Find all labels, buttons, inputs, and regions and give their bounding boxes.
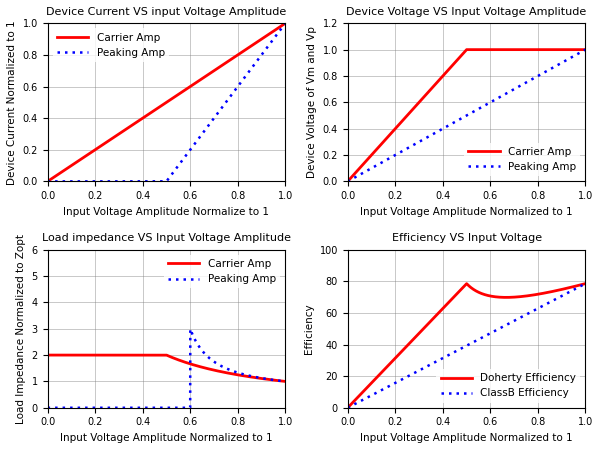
Peaking Amp: [575, 51, 582, 56]
Peaking Amp: [582, 47, 589, 52]
Doherty Efficiency: [575, 283, 582, 288]
Carrier Amp: [356, 165, 364, 171]
Carrier Amp: [160, 102, 167, 107]
Carrier Amp: [275, 378, 282, 383]
Doherty Efficiency: [582, 281, 589, 286]
ClassB Efficiency: [460, 345, 467, 350]
Carrier Amp: [344, 179, 352, 184]
Carrier Amp: [44, 179, 51, 184]
Carrier Amp: [575, 47, 582, 52]
Peaking Amp: [231, 88, 238, 93]
Line: Doherty Efficiency: Doherty Efficiency: [348, 284, 586, 408]
Peaking Amp: [575, 51, 582, 56]
Peaking Amp: [153, 179, 160, 184]
Line: Carrier Amp: Carrier Amp: [348, 50, 586, 181]
ClassB Efficiency: [575, 284, 582, 290]
Title: Device Current VS input Voltage Amplitude: Device Current VS input Voltage Amplitud…: [46, 7, 287, 17]
Peaking Amp: [231, 369, 238, 374]
Legend: Carrier Amp, Peaking Amp: Carrier Amp, Peaking Amp: [164, 255, 280, 288]
Peaking Amp: [531, 75, 538, 81]
Doherty Efficiency: [575, 283, 582, 288]
ClassB Efficiency: [575, 284, 582, 290]
Title: Device Voltage VS Input Voltage Amplitude: Device Voltage VS Input Voltage Amplitud…: [346, 7, 587, 17]
Line: Peaking Amp: Peaking Amp: [47, 23, 286, 181]
Carrier Amp: [44, 352, 51, 358]
Peaking Amp: [56, 405, 64, 410]
Carrier Amp: [231, 372, 238, 377]
Doherty Efficiency: [531, 292, 538, 297]
Y-axis label: Device Voltage of Vm and Vp: Device Voltage of Vm and Vp: [307, 27, 317, 178]
Peaking Amp: [56, 179, 64, 184]
Peaking Amp: [275, 30, 282, 35]
Peaking Amp: [454, 118, 461, 123]
ClassB Efficiency: [356, 399, 364, 404]
Line: ClassB Efficiency: ClassB Efficiency: [348, 284, 586, 408]
Peaking Amp: [187, 326, 194, 332]
Carrier Amp: [231, 54, 238, 59]
Carrier Amp: [153, 106, 160, 112]
Peaking Amp: [282, 379, 289, 384]
Carrier Amp: [56, 171, 64, 176]
Carrier Amp: [582, 47, 589, 52]
Peaking Amp: [344, 179, 352, 184]
Peaking Amp: [44, 179, 51, 184]
Peaking Amp: [275, 378, 282, 383]
Carrier Amp: [282, 21, 289, 26]
Carrier Amp: [160, 352, 167, 358]
Line: Carrier Amp: Carrier Amp: [47, 355, 286, 382]
X-axis label: Input Voltage Amplitude Normalized to 1: Input Voltage Amplitude Normalized to 1: [60, 433, 273, 443]
Carrier Amp: [282, 379, 289, 384]
Peaking Amp: [153, 405, 160, 410]
Peaking Amp: [356, 172, 364, 177]
Legend: Doherty Efficiency, ClassB Efficiency: Doherty Efficiency, ClassB Efficiency: [436, 369, 580, 403]
Legend: Carrier Amp, Peaking Amp: Carrier Amp, Peaking Amp: [53, 28, 169, 62]
Carrier Amp: [153, 352, 160, 358]
Carrier Amp: [463, 47, 470, 52]
Peaking Amp: [282, 21, 289, 26]
Doherty Efficiency: [344, 405, 352, 410]
Line: Carrier Amp: Carrier Amp: [47, 23, 286, 181]
Peaking Amp: [460, 115, 467, 120]
Y-axis label: Load Impedance Normalized to Zopt: Load Impedance Normalized to Zopt: [16, 234, 26, 424]
Peaking Amp: [275, 30, 282, 35]
Y-axis label: Efficiency: Efficiency: [304, 303, 314, 354]
X-axis label: Input Voltage Amplitude Normalized to 1: Input Voltage Amplitude Normalized to 1: [360, 207, 573, 216]
Peaking Amp: [160, 179, 167, 184]
ClassB Efficiency: [531, 307, 538, 313]
Peaking Amp: [160, 405, 167, 410]
Carrier Amp: [275, 25, 282, 31]
X-axis label: Input Voltage Amplitude Normalized to 1: Input Voltage Amplitude Normalized to 1: [360, 433, 573, 443]
Doherty Efficiency: [454, 291, 461, 296]
Title: Efficiency VS Input Voltage: Efficiency VS Input Voltage: [392, 234, 542, 243]
Title: Load impedance VS Input Voltage Amplitude: Load impedance VS Input Voltage Amplitud…: [42, 234, 291, 243]
Carrier Amp: [575, 47, 582, 52]
Peaking Amp: [44, 405, 51, 410]
X-axis label: Input Voltage Amplitude Normalize to 1: Input Voltage Amplitude Normalize to 1: [64, 207, 269, 216]
ClassB Efficiency: [454, 348, 461, 353]
Line: Peaking Amp: Peaking Amp: [348, 50, 586, 181]
Peaking Amp: [275, 378, 282, 383]
ClassB Efficiency: [582, 281, 589, 286]
Doherty Efficiency: [460, 284, 467, 290]
Carrier Amp: [56, 352, 64, 358]
Legend: Carrier Amp, Peaking Amp: Carrier Amp, Peaking Amp: [464, 143, 580, 176]
Y-axis label: Device Current Normalized to 1: Device Current Normalized to 1: [7, 20, 17, 184]
Carrier Amp: [460, 50, 467, 56]
Carrier Amp: [275, 378, 282, 383]
Carrier Amp: [532, 47, 539, 52]
Carrier Amp: [454, 58, 461, 63]
Doherty Efficiency: [356, 392, 364, 398]
ClassB Efficiency: [344, 405, 352, 410]
Line: Peaking Amp: Peaking Amp: [47, 329, 286, 408]
Carrier Amp: [275, 25, 282, 31]
